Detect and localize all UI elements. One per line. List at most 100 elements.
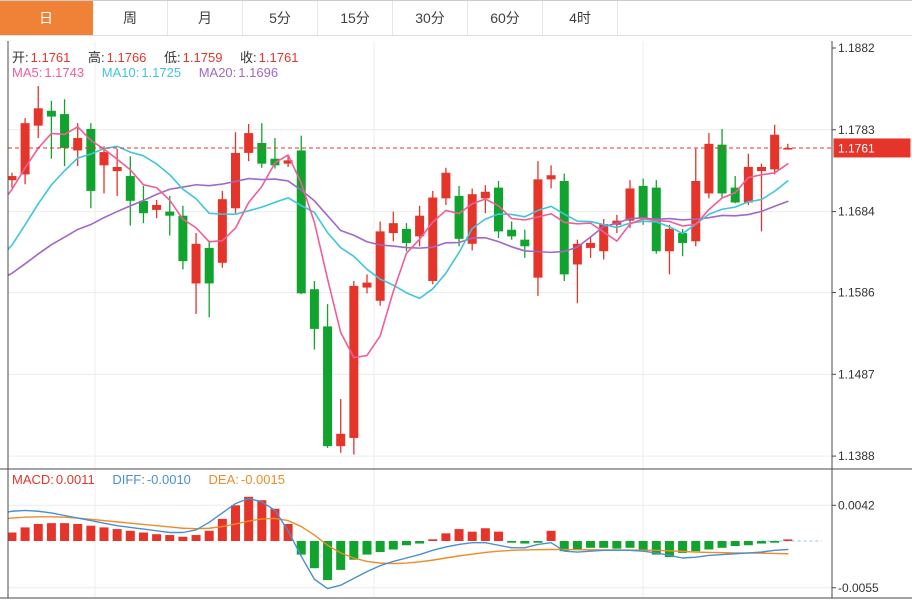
ma5-line [8, 126, 789, 359]
candle-body [296, 150, 306, 294]
candle-body [20, 123, 30, 175]
tab-label: 15分 [340, 10, 370, 26]
candle-body [572, 243, 582, 265]
macd-hist-bar [704, 541, 714, 550]
tab-30min[interactable]: 30分 [393, 1, 468, 35]
candle-body [757, 166, 766, 172]
ma10-label: MA10: [101, 65, 140, 80]
last-price-tag [833, 138, 911, 158]
macd-hist-bar [0, 534, 3, 541]
ma-lines [8, 126, 789, 359]
candle-body [717, 144, 727, 194]
candle-body [533, 179, 543, 278]
tab-day[interactable]: 日 [0, 1, 93, 35]
candle-body [691, 181, 701, 242]
svg-text:-0.0055: -0.0055 [838, 581, 879, 595]
macd-hist-bar [664, 541, 674, 558]
macd-hist-bar [336, 541, 346, 570]
ma5-value: 1.1743 [44, 65, 85, 80]
macd-hist-bar [625, 541, 635, 548]
candle-body [507, 229, 517, 237]
macd-hist-bar [99, 527, 109, 541]
candle-body [191, 243, 201, 284]
macd-hist-bar [638, 541, 648, 552]
macd-hist-bar [651, 541, 661, 555]
candle-body [99, 152, 109, 166]
macd-hist-bar [283, 524, 293, 541]
close-label: 收: [240, 50, 257, 65]
candle-body [520, 239, 530, 247]
tab-month[interactable]: 月 [168, 1, 243, 35]
low-value: 1.1759 [182, 50, 223, 65]
ma10-value: 1.1725 [141, 65, 182, 80]
tab-week[interactable]: 周 [93, 1, 168, 35]
tab-label: 周 [123, 10, 137, 26]
macd-hist-bar [494, 531, 503, 541]
ma20-line [8, 177, 789, 277]
candle-body [8, 176, 17, 181]
macd-hist-bar [362, 541, 372, 555]
macd-hist-bar [257, 500, 267, 541]
macd-hist-bar [730, 541, 740, 547]
macd-hist-bar [20, 527, 30, 541]
macd-hist-bar [415, 541, 425, 544]
candle-body [704, 143, 714, 194]
tab-15min[interactable]: 15分 [318, 1, 393, 35]
svg-text:1.1684: 1.1684 [838, 205, 875, 219]
candle-body [165, 211, 175, 216]
candle-body [309, 289, 319, 329]
tab-label: 5分 [269, 10, 291, 26]
tab-4hour[interactable]: 4时 [543, 1, 618, 35]
candle-body [217, 199, 227, 263]
tab-label: 月 [198, 10, 212, 26]
macd-hist-bar [572, 541, 582, 550]
candle-body [323, 326, 333, 447]
candle-body [60, 114, 70, 148]
macd-hist-bar [428, 539, 438, 541]
candle-body [257, 143, 267, 164]
tab-60min[interactable]: 60分 [468, 1, 543, 35]
macd-hist-bar [599, 541, 609, 548]
macd-panel [0, 496, 822, 590]
high-label: 高: [88, 50, 105, 65]
macd-hist-bar [178, 536, 188, 541]
dea-line [8, 516, 789, 565]
candle-body [599, 223, 609, 252]
low-label: 低: [164, 50, 181, 65]
candle-body [586, 242, 596, 248]
tab-label: 日 [39, 10, 53, 26]
candle-body [664, 228, 674, 252]
gridlines [8, 41, 832, 598]
price-axis: 1.1882 1.1783 1.1684 1.1586 1.1487 1.1388 0.00… [832, 41, 911, 595]
candle-body [638, 185, 648, 219]
dea-value: -0.0015 [240, 472, 285, 487]
candle-body [33, 108, 43, 126]
macd-hist-bar [138, 532, 148, 541]
macd-hist-bar [375, 541, 385, 553]
candle-body [152, 204, 162, 210]
candle-body [0, 143, 3, 178]
candle-body [441, 172, 451, 199]
macd-hist-bar [388, 541, 398, 550]
macd-hist-bar [691, 541, 701, 552]
candle-body [178, 215, 188, 262]
tab-5min[interactable]: 5分 [243, 1, 318, 35]
macd-hist-bar [296, 541, 306, 555]
svg-text:0.0042: 0.0042 [838, 498, 875, 512]
dea-label: DEA: [208, 472, 239, 487]
macd-hist-bar [86, 525, 96, 541]
macd-hist-bar [480, 528, 490, 541]
candle-body [46, 110, 56, 117]
svg-text:1.1783: 1.1783 [838, 123, 875, 137]
high-value: 1.1766 [106, 50, 147, 65]
svg-text:1.1388: 1.1388 [838, 449, 875, 463]
candle-body [454, 195, 464, 239]
macd-hist-bar [323, 541, 333, 581]
macd-label: MACD: [12, 472, 54, 487]
candle-body [428, 197, 438, 281]
macd-hist-bar [191, 535, 201, 541]
macd-hist-bar [217, 518, 227, 541]
ohlc-readout: 开: 1.1761 高: 1.1766 低: 1.1759 收: 1.1761 [12, 47, 300, 66]
svg-text:1.1882: 1.1882 [838, 41, 875, 55]
